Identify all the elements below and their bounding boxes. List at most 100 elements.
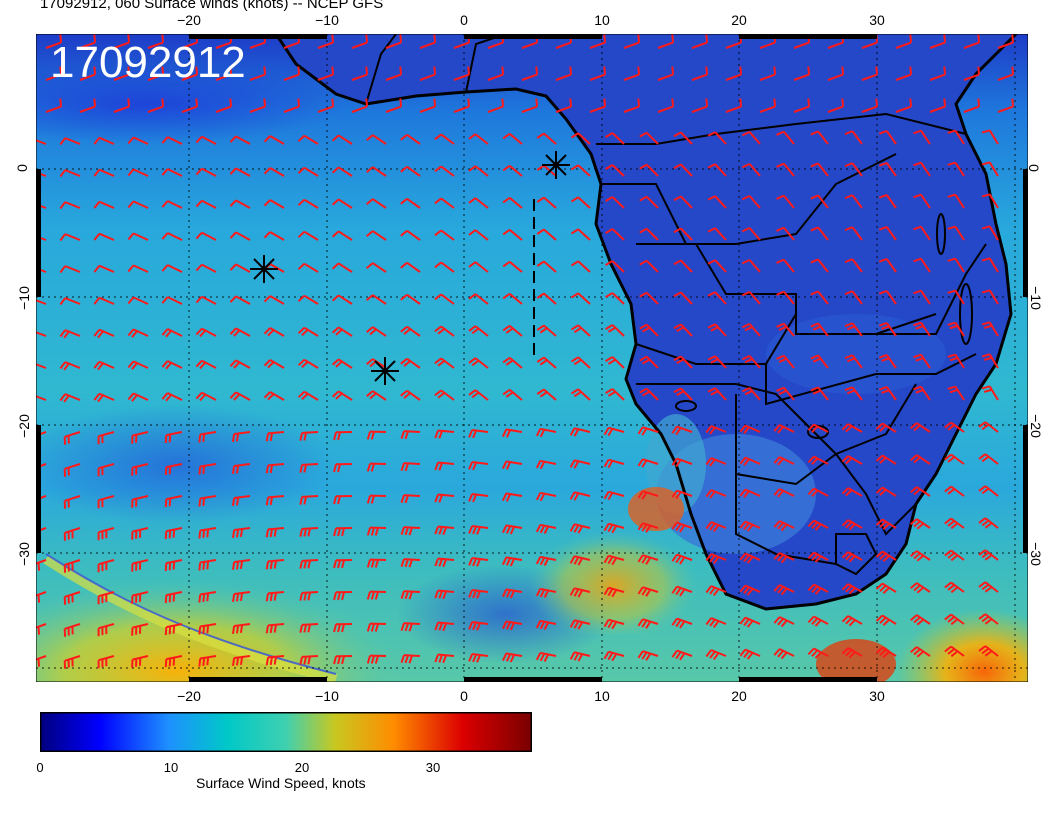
wind-barb-feather xyxy=(370,623,375,632)
wind-barb-feather xyxy=(442,558,447,568)
wind-barb-feather xyxy=(265,433,270,442)
wind-barb xyxy=(691,41,708,49)
wind-barb-feather xyxy=(811,489,819,497)
wind-barb xyxy=(509,197,523,209)
country-borders xyxy=(365,34,987,576)
wind-barb-feather xyxy=(195,263,203,272)
wind-barb-feather xyxy=(202,529,206,538)
wind-barb-feather xyxy=(841,615,849,623)
wind-barb xyxy=(555,41,572,49)
wind-barb-feather xyxy=(673,227,682,234)
wind-barb-feather xyxy=(777,522,784,530)
wind-barb-feather xyxy=(337,591,341,601)
wind-barb-feather xyxy=(303,624,307,633)
wind-barb-feather xyxy=(807,423,815,432)
wind-barb-feather xyxy=(307,528,311,537)
wind-barb xyxy=(98,495,115,502)
wind-barb-feather xyxy=(844,354,853,360)
wind-barb-feather xyxy=(468,293,477,300)
wind-barb xyxy=(920,386,931,401)
wind-barb-feather xyxy=(303,656,307,665)
wind-barb-feather xyxy=(235,465,240,474)
wind-barb xyxy=(509,165,523,177)
wind-barb xyxy=(235,295,251,305)
wind-barb xyxy=(98,360,115,369)
wind-barb-feather xyxy=(778,389,787,395)
wind-barb-feather xyxy=(131,362,138,370)
wind-barb xyxy=(440,357,455,369)
wind-barb-feather xyxy=(780,523,788,532)
wind-barb-feather xyxy=(777,458,784,466)
wind-barb-feather xyxy=(341,591,345,601)
wind-barb-feather xyxy=(501,524,508,534)
wind-barb-feather xyxy=(776,386,785,392)
wind-barb-feather xyxy=(434,293,442,301)
wind-barb-feather xyxy=(297,66,301,75)
wind-barb-feather xyxy=(875,582,884,590)
wind-barb-feather xyxy=(267,329,275,337)
wind-barb xyxy=(474,293,489,305)
wind-barb xyxy=(45,105,62,113)
wind-barb-feather xyxy=(844,290,853,296)
wind-barb-feather xyxy=(502,196,511,204)
wind-barb xyxy=(748,131,761,145)
wind-barb-feather xyxy=(337,623,341,633)
wind-barb-feather xyxy=(195,199,203,208)
wind-barb-feather xyxy=(472,462,478,471)
wind-barb-feather xyxy=(913,353,922,359)
wind-barb-feather xyxy=(468,357,477,364)
wind-barb xyxy=(851,386,863,401)
wind-barb-feather xyxy=(229,199,237,207)
wind-barb xyxy=(133,232,149,241)
wind-barb-feather xyxy=(978,549,987,556)
wind-barb-feather xyxy=(811,617,819,625)
wind-barb-feather xyxy=(639,387,648,394)
wind-barb xyxy=(487,73,504,81)
wind-barb xyxy=(714,163,727,177)
wind-barb-feather xyxy=(776,322,785,328)
wind-barb-feather xyxy=(814,523,822,531)
wind-barb-feather xyxy=(845,649,853,657)
lat-tick-right: 0 xyxy=(1025,164,1042,172)
wind-barb-feather xyxy=(303,464,307,473)
wind-barb xyxy=(929,41,946,49)
wind-barb-feather xyxy=(366,655,371,664)
wind-barb-feather xyxy=(93,329,101,337)
wind-barb-feather xyxy=(97,394,104,403)
wind-barb-feather xyxy=(573,588,580,597)
lat-tick-right: −30 xyxy=(1027,542,1044,566)
wind-barb xyxy=(303,326,319,337)
wind-barb-feather xyxy=(882,555,890,562)
wind-barb-feather xyxy=(366,431,371,440)
wind-barb-feather xyxy=(229,98,233,107)
wind-barb-feather xyxy=(502,164,511,172)
wind-barb-feather xyxy=(365,66,369,75)
wind-barb-feather xyxy=(229,231,237,239)
wind-barb-feather xyxy=(509,526,516,535)
wind-barb-feather xyxy=(605,388,613,394)
graticule xyxy=(36,34,1028,682)
wind-barb xyxy=(748,259,761,273)
wind-barb-feather xyxy=(366,134,374,142)
wind-barb-feather xyxy=(59,98,63,107)
wind-barb-feather xyxy=(263,98,267,107)
wind-barb xyxy=(351,41,368,49)
wind-barb xyxy=(64,265,81,273)
wind-barb xyxy=(167,168,183,177)
wind-barb-feather xyxy=(705,617,712,626)
wind-barb xyxy=(201,167,217,177)
wind-barb xyxy=(783,259,795,273)
wind-barb-feather xyxy=(404,655,409,664)
wind-barb-feather xyxy=(539,621,546,630)
wind-barb-feather xyxy=(878,354,888,359)
wind-barb xyxy=(954,385,965,401)
african-coastline xyxy=(274,34,1018,611)
wind-barb xyxy=(338,358,353,369)
wind-barb xyxy=(645,163,659,177)
wind-barb-feather xyxy=(539,653,546,662)
wind-barb-feather xyxy=(607,556,614,565)
wind-barb xyxy=(895,41,912,49)
wind-barb xyxy=(988,161,999,177)
wind-barb xyxy=(403,590,421,593)
lat-tick-left: 0 xyxy=(13,164,30,172)
